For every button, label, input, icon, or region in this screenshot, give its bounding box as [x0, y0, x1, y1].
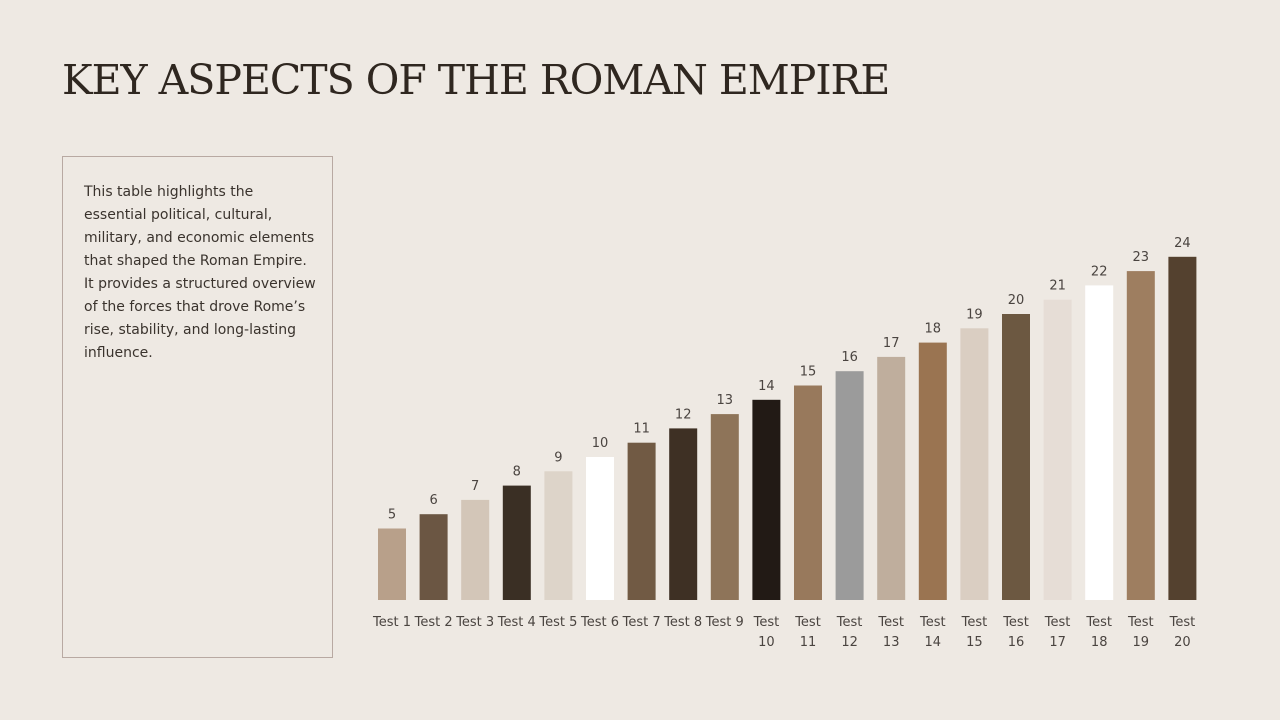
data-label-18: 22 — [1091, 264, 1108, 279]
data-label-14: 18 — [925, 322, 942, 337]
data-label-8: 12 — [675, 407, 692, 422]
data-label-20: 24 — [1174, 236, 1191, 251]
x-tick-label-20: Test 20 — [1169, 615, 1196, 650]
x-tick-label-8: Test 8 — [663, 615, 702, 630]
x-tick-label-11: Test 11 — [794, 615, 821, 650]
bar-8 — [669, 428, 698, 600]
data-label-7: 11 — [633, 422, 650, 437]
data-label-17: 21 — [1049, 279, 1066, 294]
data-label-4: 8 — [513, 465, 521, 480]
x-tick-label-12: Test 12 — [836, 615, 863, 650]
bar-1 — [378, 528, 406, 600]
data-label-15: 19 — [966, 307, 983, 322]
data-label-13: 17 — [883, 336, 900, 351]
x-tick-label-4: Test 4 — [497, 615, 536, 630]
data-label-1: 5 — [388, 508, 396, 523]
x-tick-label-7: Test 7 — [622, 615, 661, 630]
x-tick-label-5: Test 5 — [538, 615, 577, 630]
bar-2 — [419, 514, 448, 600]
x-tick-label-19: Test 19 — [1127, 615, 1154, 650]
x-tick-label-18: Test 18 — [1085, 615, 1112, 650]
x-tick-label-13: Test 13 — [877, 615, 904, 650]
bar-7 — [627, 442, 656, 600]
data-label-10: 14 — [758, 379, 775, 394]
data-label-6: 10 — [592, 436, 609, 451]
x-tick-label-15: Test 15 — [961, 615, 988, 650]
bar-18 — [1085, 285, 1114, 600]
bar-12 — [835, 371, 864, 600]
data-label-9: 13 — [717, 393, 734, 408]
slide-title: KEY ASPECTS OF THE ROMAN EMPIRE — [62, 56, 890, 104]
x-tick-label-17: Test 17 — [1044, 615, 1071, 650]
bar-16 — [1002, 314, 1030, 600]
description-box: This table highlights the essential poli… — [62, 156, 333, 658]
bar-10 — [752, 399, 781, 600]
bar-3 — [461, 499, 490, 600]
x-tick-label-14: Test 14 — [919, 615, 946, 650]
x-tick-label-9: Test 9 — [705, 615, 744, 630]
data-label-5: 9 — [554, 450, 562, 465]
x-tick-label-3: Test 3 — [455, 615, 494, 630]
bar-11 — [794, 385, 822, 600]
data-label-2: 6 — [429, 493, 437, 508]
bar-13 — [877, 356, 906, 600]
x-tick-label-1: Test 1 — [372, 615, 411, 630]
data-label-19: 23 — [1133, 250, 1150, 265]
data-label-3: 7 — [471, 479, 479, 494]
bar-20 — [1168, 256, 1197, 600]
description-text: This table highlights the essential poli… — [84, 184, 316, 361]
data-label-16: 20 — [1008, 293, 1025, 308]
bar-6 — [586, 457, 614, 600]
bar-14 — [918, 342, 947, 600]
bar-17 — [1043, 299, 1072, 600]
bar-5 — [544, 471, 573, 600]
data-label-12: 16 — [841, 350, 858, 365]
bar-15 — [960, 328, 989, 600]
x-tick-label-6: Test 6 — [580, 615, 619, 630]
x-tick-label-2: Test 2 — [414, 615, 453, 630]
bar-4 — [502, 485, 531, 600]
bar-9 — [710, 414, 739, 600]
bar-19 — [1126, 271, 1155, 600]
data-label-11: 15 — [800, 365, 817, 380]
x-tick-label-10: Test 10 — [753, 615, 780, 650]
x-tick-label-16: Test 16 — [1002, 615, 1029, 650]
